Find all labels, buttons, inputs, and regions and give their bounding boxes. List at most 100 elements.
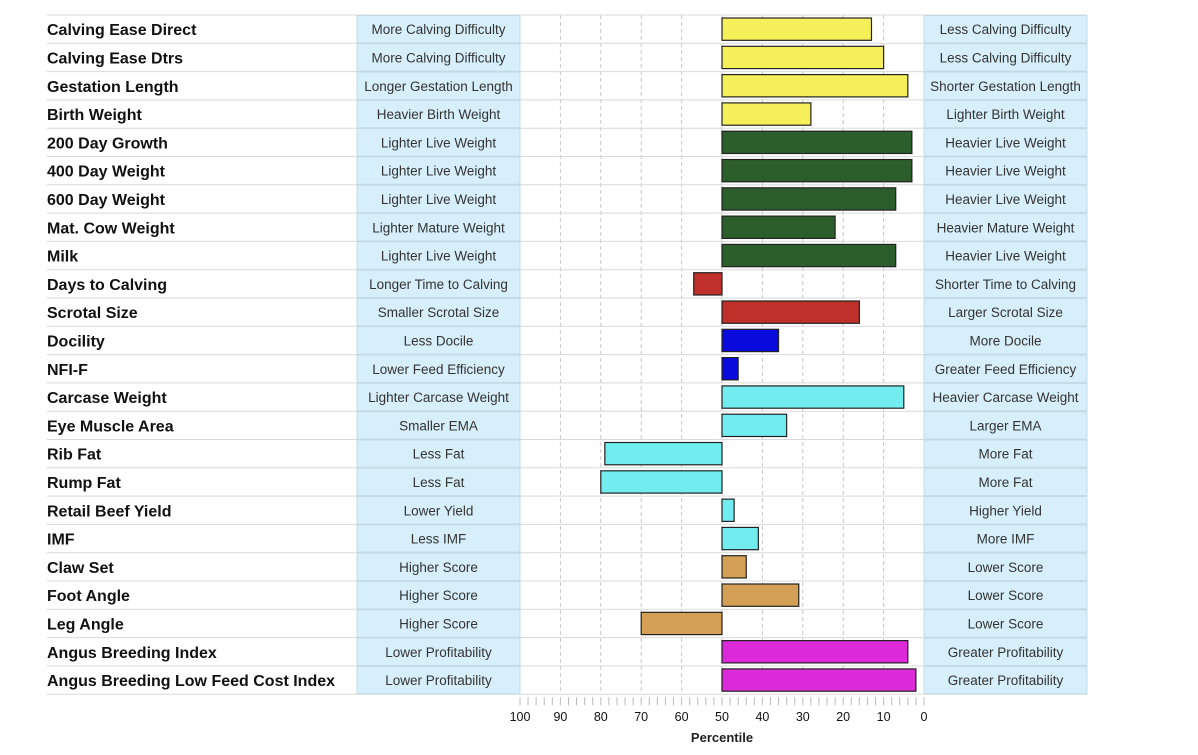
trait-label: Scrotal Size [47,305,138,322]
x-tick-label: 50 [715,710,729,724]
high-descriptor-label: More IMF [977,532,1035,547]
trait-label: Rib Fat [47,447,102,464]
high-descriptor-box [923,298,1088,327]
high-descriptor-box [923,609,1088,638]
high-descriptor-label: More Docile [969,333,1041,348]
low-descriptor-box [356,213,521,242]
x-tick-label: 80 [594,710,608,724]
trait-label: Milk [47,249,78,266]
bar [721,102,812,126]
bar [721,130,913,155]
low-descriptor-label: Longer Time to Calving [369,277,508,292]
trait-label: NFI-F [47,362,88,379]
low-descriptor-box [356,524,521,553]
trait-label: Angus Breeding Index [47,645,217,662]
trait-label: Calving Ease Dtrs [47,50,183,67]
low-descriptor-box [356,581,521,610]
x-tick-label: 20 [836,710,850,724]
bar [640,611,723,636]
low-descriptor-label: Lower Feed Efficiency [372,362,505,377]
high-descriptor-box [923,156,1088,185]
low-descriptor-box [356,354,521,383]
low-descriptor-label: Lighter Live Weight [381,249,497,264]
trait-label: Foot Angle [47,588,130,605]
x-tick-label: 10 [877,710,891,724]
high-descriptor-label: Larger Scrotal Size [948,305,1063,320]
high-descriptor-label: More Fat [978,475,1032,490]
low-descriptor-box [356,128,521,157]
low-descriptor-label: Lower Profitability [385,673,492,688]
low-descriptor-label: Smaller EMA [399,418,478,433]
low-descriptor-label: Longer Gestation Length [364,79,513,94]
high-descriptor-label: Less Calving Difficulty [940,22,1072,37]
low-descriptor-box [356,552,521,582]
high-descriptor-box [923,241,1088,270]
low-descriptor-box [356,43,521,72]
high-descriptor-label: Shorter Time to Calving [935,277,1076,292]
low-descriptor-label: Less Fat [413,447,465,462]
bar [721,215,836,240]
low-descriptor-box [356,665,521,695]
x-axis-title: Percentile [691,730,753,745]
low-descriptor-box [356,241,521,270]
low-descriptor-box [356,637,521,666]
bar [721,498,735,523]
low-descriptor-box [356,184,521,214]
low-descriptor-box [356,269,521,299]
low-descriptor-label: Lighter Live Weight [381,192,497,207]
high-descriptor-label: Heavier Live Weight [945,164,1066,179]
low-descriptor-label: Lighter Live Weight [381,135,497,150]
low-descriptor-label: Less Docile [404,333,474,348]
low-descriptor-box [356,496,521,525]
high-descriptor-box [923,382,1088,412]
trait-label: Eye Muscle Area [47,418,174,435]
trait-label: Claw Set [47,560,114,577]
low-descriptor-label: Lower Yield [404,503,474,518]
high-descriptor-box [923,128,1088,157]
bar [721,385,905,409]
high-descriptor-label: Heavier Live Weight [945,135,1066,150]
bar [721,668,917,692]
trait-label: Calving Ease Direct [47,22,197,39]
low-descriptor-box [356,71,521,100]
low-descriptor-label: Higher Score [399,588,478,603]
x-tick-label: 0 [921,710,928,724]
low-descriptor-box [356,156,521,185]
bar [721,73,909,98]
high-descriptor-label: Greater Feed Efficiency [935,362,1077,377]
trait-label: 400 Day Weight [47,164,166,181]
bar [721,357,739,381]
high-descriptor-box [923,581,1088,610]
bar [721,328,780,353]
high-descriptor-box [923,43,1088,72]
high-descriptor-label: Shorter Gestation Length [930,79,1081,94]
low-descriptor-label: Less Fat [413,475,465,490]
high-descriptor-label: Larger EMA [969,418,1041,433]
trait-label: 600 Day Weight [47,192,166,209]
bar [721,583,800,607]
trait-label: Birth Weight [47,107,142,124]
trait-label: IMF [47,532,75,549]
low-descriptor-box [356,467,521,497]
x-tick-label: 70 [634,710,648,724]
high-descriptor-box [923,552,1088,582]
high-descriptor-box [923,467,1088,497]
low-descriptor-box [356,298,521,327]
high-descriptor-box [923,637,1088,666]
x-axis: 100 90 80 70 60 50 40 30 20 10 0 [510,697,928,724]
low-descriptor-label: Lighter Live Weight [381,164,497,179]
bar [693,272,723,296]
high-descriptor-box [923,665,1088,695]
bar [600,470,723,494]
high-descriptor-box [923,496,1088,525]
low-descriptor-label: Lighter Carcase Weight [368,390,509,405]
bar [721,17,873,41]
high-descriptor-box [923,411,1088,440]
low-descriptor-box [356,15,521,44]
bar [721,158,913,183]
high-descriptor-label: Lower Score [968,560,1044,575]
low-descriptor-label: Lower Profitability [385,645,492,660]
trait-label: Days to Calving [47,277,167,294]
high-descriptor-label: Heavier Carcase Weight [932,390,1078,405]
